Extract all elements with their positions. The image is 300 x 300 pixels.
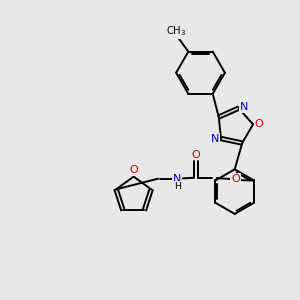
Text: O: O (231, 174, 240, 184)
Text: O: O (255, 119, 263, 129)
Text: N: N (173, 174, 182, 184)
Text: CH$_3$: CH$_3$ (166, 25, 186, 38)
Text: N: N (240, 102, 248, 112)
Text: O: O (191, 150, 200, 160)
Text: N: N (211, 134, 219, 144)
Text: H: H (174, 182, 182, 190)
Text: O: O (129, 165, 138, 175)
